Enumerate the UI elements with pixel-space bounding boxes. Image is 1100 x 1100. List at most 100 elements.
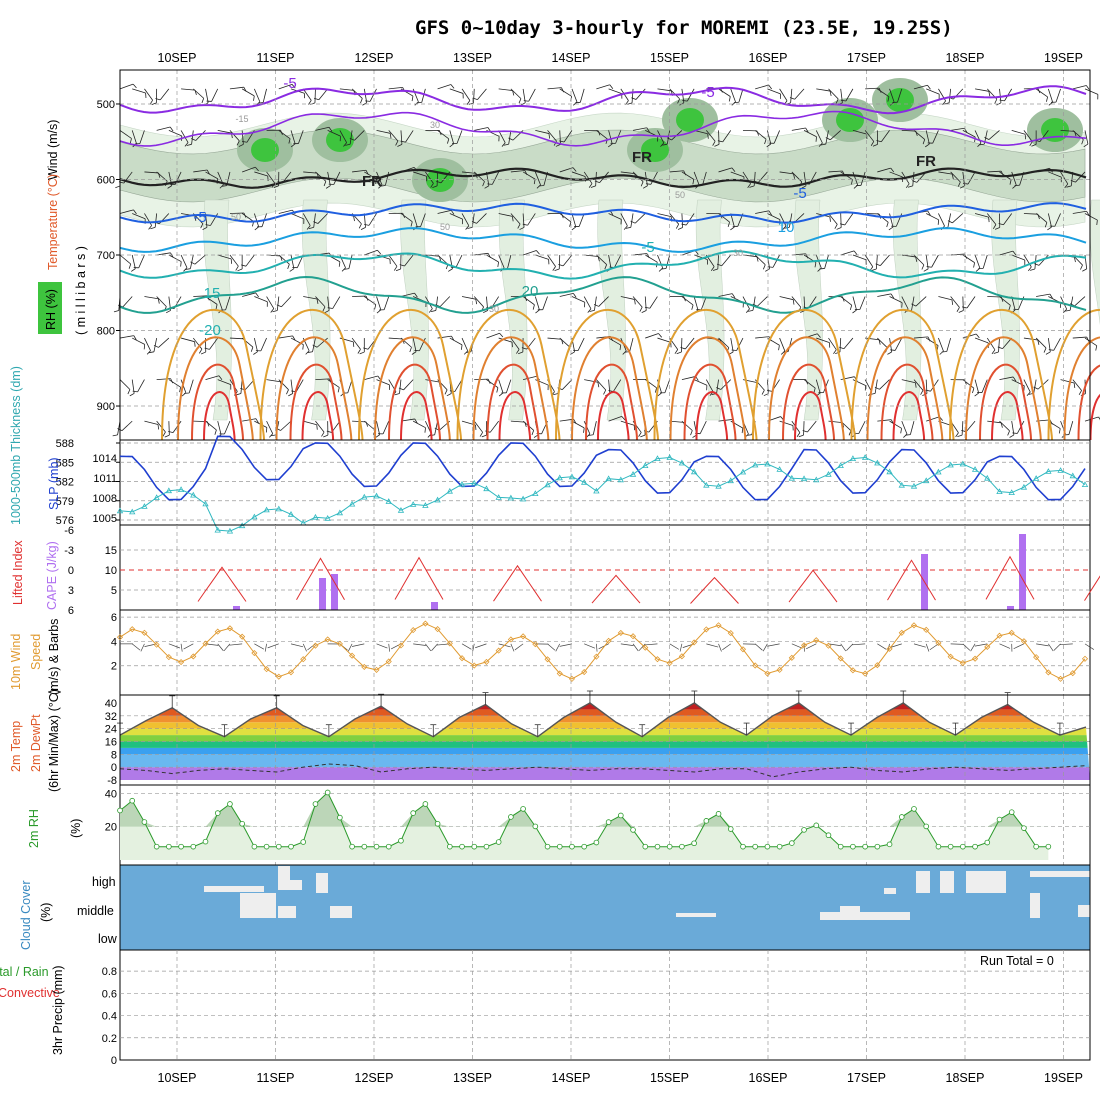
thickness-marker	[874, 459, 881, 466]
wind-barb	[1023, 337, 1038, 341]
wind-barb-flag	[327, 307, 333, 309]
temp2m-label-2: 2m DewPt	[29, 714, 43, 772]
wind-barb-flag	[323, 434, 329, 438]
wind-barb	[491, 171, 500, 185]
wind-barb	[894, 337, 903, 351]
wind-barb	[736, 337, 744, 351]
wind-barb	[461, 171, 476, 174]
freezing-level	[119, 167, 1087, 189]
cloud-low-label: low	[98, 932, 118, 946]
wind-barb	[950, 296, 960, 308]
wind-barb-flag	[782, 225, 787, 230]
wind-barb	[254, 296, 268, 303]
wind-barb-flag	[802, 430, 808, 433]
warm-isotherm-loop	[585, 363, 638, 441]
wind-barb-flag	[692, 179, 695, 185]
thickness-marker	[580, 478, 588, 485]
wind-barb-flag	[205, 224, 211, 226]
wind-speed-marker	[739, 646, 747, 653]
rh2m-marker	[666, 843, 673, 850]
wind-barb	[1084, 130, 1089, 145]
wind-barb	[278, 130, 291, 139]
temp-tick-label: 24	[105, 724, 117, 736]
wind-speed-marker	[837, 655, 844, 662]
wind-barb	[926, 213, 939, 221]
tick-label: 700	[97, 250, 115, 262]
isotherm-label: FR	[362, 173, 382, 190]
thickness-marker	[1020, 483, 1028, 490]
wind-barb	[193, 88, 204, 99]
wind-barb	[421, 88, 426, 103]
tick-label: 600	[97, 174, 115, 186]
thickness-marker	[752, 461, 759, 468]
wind-barb	[950, 171, 961, 183]
wind-barb	[772, 254, 780, 268]
wind-barb	[486, 254, 499, 263]
rh2m-marker	[1008, 809, 1015, 815]
wind-barb	[278, 335, 293, 339]
wind-barb-flag	[963, 182, 969, 185]
wind-barb-flag	[376, 309, 382, 314]
wind-barb-flag	[325, 185, 331, 189]
wind-barb-flag	[707, 133, 709, 139]
wind-barb	[986, 213, 997, 225]
wind-barb-flag	[573, 293, 577, 298]
wind-barb-flag	[397, 144, 403, 147]
wind-barb	[327, 130, 341, 137]
wind-barb-flag	[358, 223, 362, 229]
bottom-date-label: 10SEP	[158, 1071, 197, 1085]
rh2m-marker	[593, 839, 600, 846]
wind-barb	[828, 213, 838, 225]
wind-barb	[281, 296, 292, 308]
cloud-block	[240, 893, 276, 918]
wind-barb	[839, 338, 842, 353]
wind-barb-flag	[191, 138, 196, 141]
wind-barb	[205, 88, 209, 103]
wind-barb-flag	[179, 387, 181, 393]
wind-barb	[1069, 296, 1074, 311]
wind-barb	[278, 209, 293, 214]
wind-barb-flag	[870, 141, 875, 146]
cloud-block	[290, 880, 302, 890]
wind-barb	[172, 420, 182, 433]
wind-barb	[302, 88, 312, 101]
wind-barb	[449, 88, 464, 94]
thickness-marker	[1069, 472, 1076, 479]
wind-barb	[859, 296, 866, 310]
wind-barb	[754, 130, 767, 140]
wind-barb-flag	[813, 387, 816, 393]
wind-barb	[608, 254, 612, 269]
wind-barb	[578, 213, 585, 227]
wind-barb	[510, 337, 520, 350]
wind-barb-flag	[273, 185, 279, 189]
cloud-block	[884, 888, 896, 894]
wind-barb	[1011, 254, 1025, 261]
wind-barb	[952, 213, 964, 224]
bottom-date-label: 11SEP	[257, 1071, 295, 1085]
wind-barb	[473, 88, 475, 103]
wind10m-barb	[425, 643, 432, 652]
wind-speed-marker	[800, 642, 808, 649]
wind10m-label-1: 10m Wind	[9, 634, 23, 690]
slp-ticks: 588 585 582 579 576 1014 1011 1008 1005	[56, 438, 120, 527]
wind10m-barb	[974, 643, 988, 647]
wind-barb-flag	[349, 137, 355, 141]
wind-barb	[376, 379, 390, 386]
wind-barb-flag	[353, 216, 355, 222]
rh2m-marker	[398, 837, 404, 844]
wind-barb-flag	[972, 388, 975, 394]
wind-barb-flag	[607, 143, 613, 148]
rh-tick-label: 20	[105, 822, 117, 834]
isotherm-label: 30	[430, 120, 440, 130]
wind10m-barb	[475, 643, 487, 649]
top-date-label: 12SEP	[355, 51, 394, 65]
wind-barb-flag	[313, 97, 319, 101]
temp-band	[120, 715, 1090, 723]
wind-barb	[192, 337, 203, 350]
wind-barb	[119, 379, 131, 390]
wind-barb-flag	[450, 84, 455, 89]
wind-barb-flag	[660, 142, 665, 147]
cape-bar	[233, 606, 240, 610]
cloud-block	[840, 906, 860, 918]
wind-barb	[583, 171, 593, 184]
